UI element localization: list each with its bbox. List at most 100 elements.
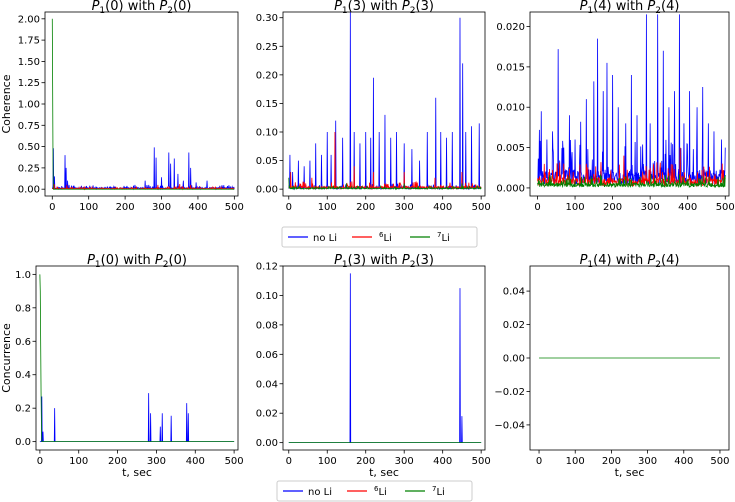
title-part-4: P — [159, 0, 167, 14]
title-part-3: (3) with — [348, 0, 402, 14]
y-axis-label: Coherence — [0, 74, 13, 133]
title-part-1: P — [87, 253, 95, 268]
x-tick-label: 300 — [152, 202, 171, 213]
y-axis-label: Concurrence — [0, 323, 13, 393]
x-tick-label: 400 — [186, 456, 205, 467]
x-tick-label: 0 — [536, 456, 542, 467]
legend-label-no-li: no Li — [308, 487, 332, 498]
series-line-1 — [39, 393, 235, 443]
y-tick-label: 0.04 — [256, 379, 278, 390]
title-part-2: 1 — [99, 6, 105, 16]
title-part-6: (3) — [416, 253, 434, 268]
title-part-6: (4) — [661, 0, 679, 14]
legend-bottom: no Li 6Li 7Li — [276, 480, 473, 502]
title-part-6: (3) — [416, 0, 434, 14]
y-tick-label: 0.8 — [15, 303, 31, 314]
y-tick-label: 0.25 — [256, 42, 278, 53]
legend-text-li7: Li — [436, 487, 444, 498]
x-axis-label: t, sec — [615, 466, 645, 479]
x-tick-label: 0 — [534, 202, 540, 213]
x-tick-label: 500 — [716, 202, 735, 213]
title-part-2: 1 — [95, 260, 101, 270]
x-tick-label: 400 — [678, 202, 697, 213]
x-tick-label: 400 — [433, 202, 452, 213]
axes-frame — [282, 265, 486, 451]
title-part-5: 2 — [410, 6, 416, 16]
legend-sup-li6: 6 — [379, 231, 384, 239]
legend-label-li6: 6Li — [374, 485, 387, 498]
x-tick-label: 100 — [318, 456, 337, 467]
x-tick-label: 200 — [116, 202, 135, 213]
y-tick-label: 0.015 — [496, 62, 525, 73]
axes-frame — [35, 265, 239, 451]
y-tick-label: 0.20 — [256, 70, 278, 81]
x-tick-label: 400 — [674, 456, 693, 467]
y-tick-label: 0.10 — [256, 128, 278, 139]
y-tick-label: 0.0 — [15, 437, 31, 448]
legend-text-li7: Li — [441, 233, 449, 244]
title-part-5: 2 — [655, 260, 661, 270]
x-tick-label: 200 — [603, 202, 622, 213]
y-tick-label: 0.75 — [18, 121, 40, 132]
title-part-3: (0) with — [101, 253, 155, 268]
series-line-3 — [537, 174, 726, 189]
y-tick-label: 0.4 — [15, 370, 31, 381]
title-part-2: 1 — [342, 6, 348, 16]
y-tick-label: 0.25 — [18, 163, 40, 174]
series-group — [288, 273, 482, 444]
series-group — [51, 18, 235, 191]
y-tick-label: 1.75 — [18, 36, 40, 47]
title-part-3: (4) with — [593, 0, 647, 14]
title-part-2: 1 — [587, 260, 593, 270]
legend-sup-li7: 7 — [432, 485, 436, 493]
x-tick-label: 200 — [108, 456, 127, 467]
x-tick-label: 300 — [395, 202, 414, 213]
title-part-3: (0) with — [105, 0, 159, 14]
title-part-1: P — [580, 0, 588, 14]
x-tick-label: 500 — [472, 456, 491, 467]
title-part-5: 2 — [163, 260, 169, 270]
x-tick-label: 500 — [710, 456, 729, 467]
legend-sup-li6: 6 — [374, 485, 379, 493]
series-group — [537, 14, 726, 189]
x-tick-label: 100 — [566, 456, 585, 467]
x-axis-label: t, sec — [122, 466, 152, 479]
y-tick-label: 1.50 — [18, 57, 40, 68]
y-tick-label: 0.000 — [496, 183, 525, 194]
x-tick-label: 300 — [638, 456, 657, 467]
axes-frame — [529, 11, 730, 197]
title-part-1: P — [580, 253, 588, 268]
y-tick-label: 0.15 — [256, 99, 278, 110]
legend-label-no-li: no Li — [313, 233, 337, 244]
y-tick-label: 0.00 — [503, 354, 525, 365]
series-line-1 — [51, 147, 235, 191]
title-part-4: P — [402, 253, 410, 268]
legend-label-li7: 7Li — [437, 231, 450, 244]
title-part-4: P — [647, 0, 655, 14]
chart-panel-1: 0 100 200 300 400 500 0.00 0.25 0.50 0.75 1.00 1.25… — [0, 0, 244, 213]
x-tick-label: 400 — [188, 202, 207, 213]
legend-frame — [276, 480, 473, 502]
series-group — [39, 274, 235, 443]
y-tick-label: 1.00 — [18, 100, 40, 111]
legend-text-li6: Li — [383, 233, 391, 244]
legend-frame — [281, 226, 478, 248]
x-tick-label: 300 — [641, 202, 660, 213]
y-tick-label: 0.08 — [256, 320, 278, 331]
x-tick-label: 200 — [356, 456, 375, 467]
x-tick-label: 500 — [225, 456, 244, 467]
y-tick-label: 0.06 — [256, 350, 278, 361]
x-tick-label: 100 — [69, 456, 88, 467]
chart-title: P1(3) with P2(3) — [334, 0, 434, 16]
title-part-1: P — [334, 253, 342, 268]
y-tick-label: −0.02 — [494, 387, 525, 398]
x-tick-label: 0 — [37, 456, 43, 467]
x-tick-label: 100 — [566, 202, 585, 213]
series-line-1 — [288, 273, 482, 444]
title-part-3: (4) with — [593, 253, 647, 268]
title-part-1: P — [334, 0, 342, 14]
x-tick-label: 400 — [433, 456, 452, 467]
chart-title: P1(0) with P2(0) — [92, 0, 192, 16]
chart-panel-5: 0 100 200 300 400 500 0.00 0.02 0.04 0.06 0.08 0.10… — [256, 253, 491, 479]
title-part-1: P — [92, 0, 100, 14]
